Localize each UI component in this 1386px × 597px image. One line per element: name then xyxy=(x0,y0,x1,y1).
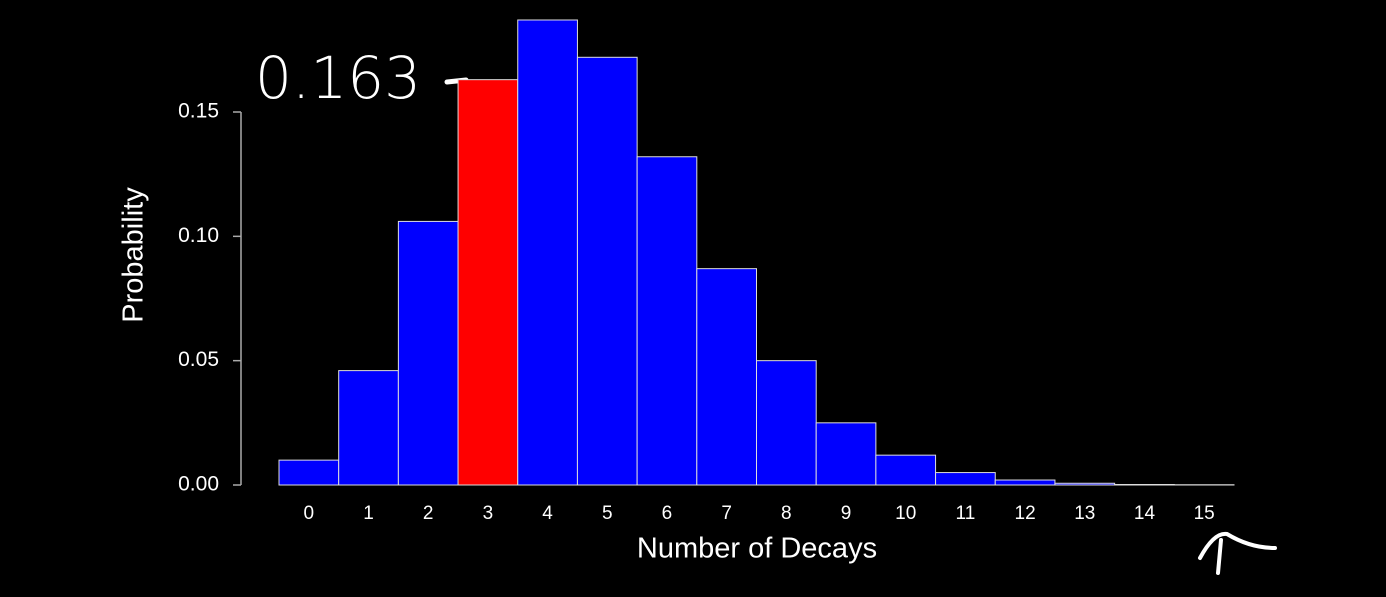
x-tick-label: 15 xyxy=(1194,503,1215,524)
bar xyxy=(397,220,459,486)
bar xyxy=(696,268,757,486)
bar xyxy=(815,422,877,486)
bar xyxy=(576,56,638,486)
x-tick-label: 13 xyxy=(1074,503,1095,524)
x-tick-label: 9 xyxy=(841,503,852,524)
bar xyxy=(636,156,698,486)
x-tick-label: 3 xyxy=(483,503,494,524)
bar xyxy=(278,459,340,486)
handwritten-arrow xyxy=(1198,531,1277,575)
x-tick-label: 12 xyxy=(1015,503,1036,524)
x-tick-label: 7 xyxy=(721,503,732,524)
y-tick-label: 0.15 xyxy=(178,100,219,123)
x-axis-label: Number of Decays xyxy=(637,533,877,565)
x-tick-label: 0 xyxy=(304,503,315,524)
bar xyxy=(517,19,578,486)
y-tick-label: 0.00 xyxy=(178,473,219,496)
x-tick-label: 5 xyxy=(602,503,613,524)
x-tick-label: 4 xyxy=(542,503,553,524)
bar xyxy=(875,454,937,486)
x-tick-label: 6 xyxy=(662,503,673,524)
x-tick-label: 11 xyxy=(956,503,976,524)
bar xyxy=(935,472,996,486)
x-tick-label: 2 xyxy=(423,503,434,524)
bar xyxy=(994,479,1056,486)
x-tick-label: 1 xyxy=(363,503,374,524)
x-tick-label: 10 xyxy=(895,503,916,524)
x-tick-label: 8 xyxy=(781,503,792,524)
bar xyxy=(457,79,519,486)
bar xyxy=(756,360,817,486)
x-tick-label: 14 xyxy=(1134,503,1156,524)
annotation: 0.163 xyxy=(255,44,421,112)
y-tick-label: 0.05 xyxy=(178,348,219,371)
y-axis-label: Probability xyxy=(118,187,150,323)
y-tick-label: 0.10 xyxy=(178,224,219,247)
bar xyxy=(338,370,399,486)
